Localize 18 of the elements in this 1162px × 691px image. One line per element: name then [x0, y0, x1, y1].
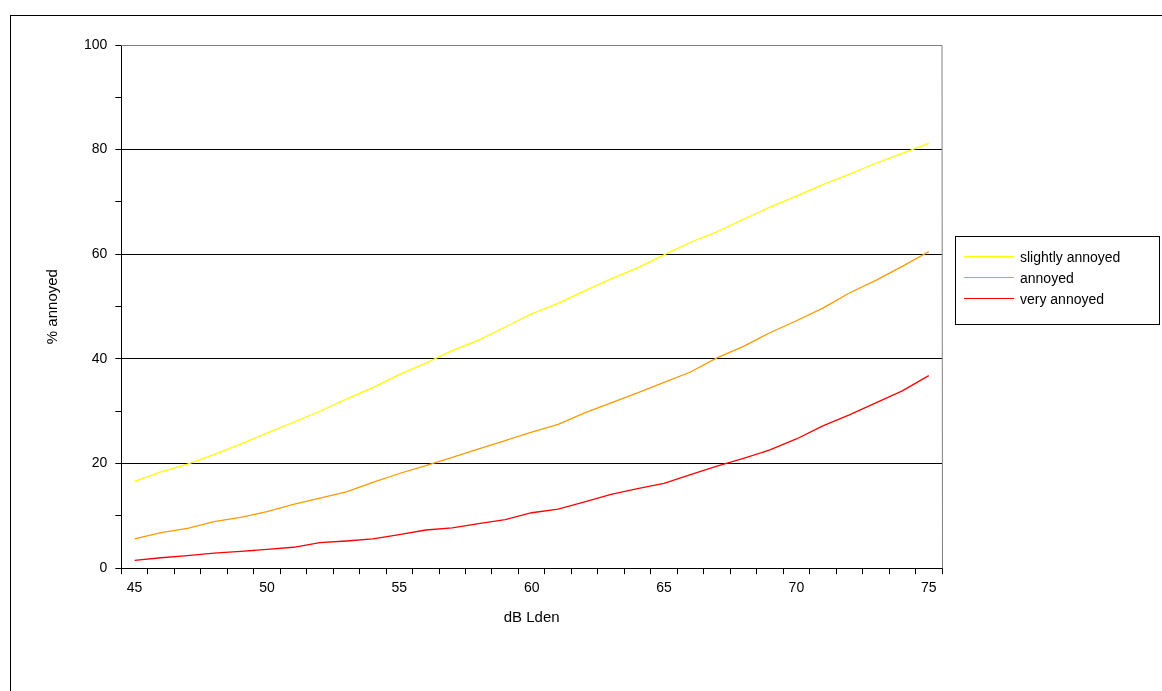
y-tick-label: 0 — [99, 559, 108, 576]
legend-label: very annoyed — [1020, 290, 1105, 307]
legend-label: annoyed — [1020, 269, 1074, 286]
x-tick-label: 65 — [656, 579, 673, 596]
legend-label: slightly annoyed — [1020, 248, 1121, 265]
y-tick-label: 20 — [91, 454, 108, 471]
x-tick-label: 70 — [788, 579, 805, 596]
y-tick-label: 100 — [84, 35, 108, 52]
y-tick-label: 60 — [91, 245, 108, 262]
x-tick-label: 75 — [920, 579, 937, 596]
x-axis-title: dB Lden — [503, 608, 560, 626]
x-tick-label: 55 — [391, 579, 408, 596]
x-tick-label: 50 — [259, 579, 275, 596]
y-axis-title: % annoyed — [43, 269, 61, 345]
y-tick-label: 80 — [91, 140, 108, 157]
x-tick-label: 60 — [523, 579, 540, 596]
x-tick-label: 45 — [126, 579, 143, 596]
y-tick-label: 40 — [91, 349, 108, 366]
